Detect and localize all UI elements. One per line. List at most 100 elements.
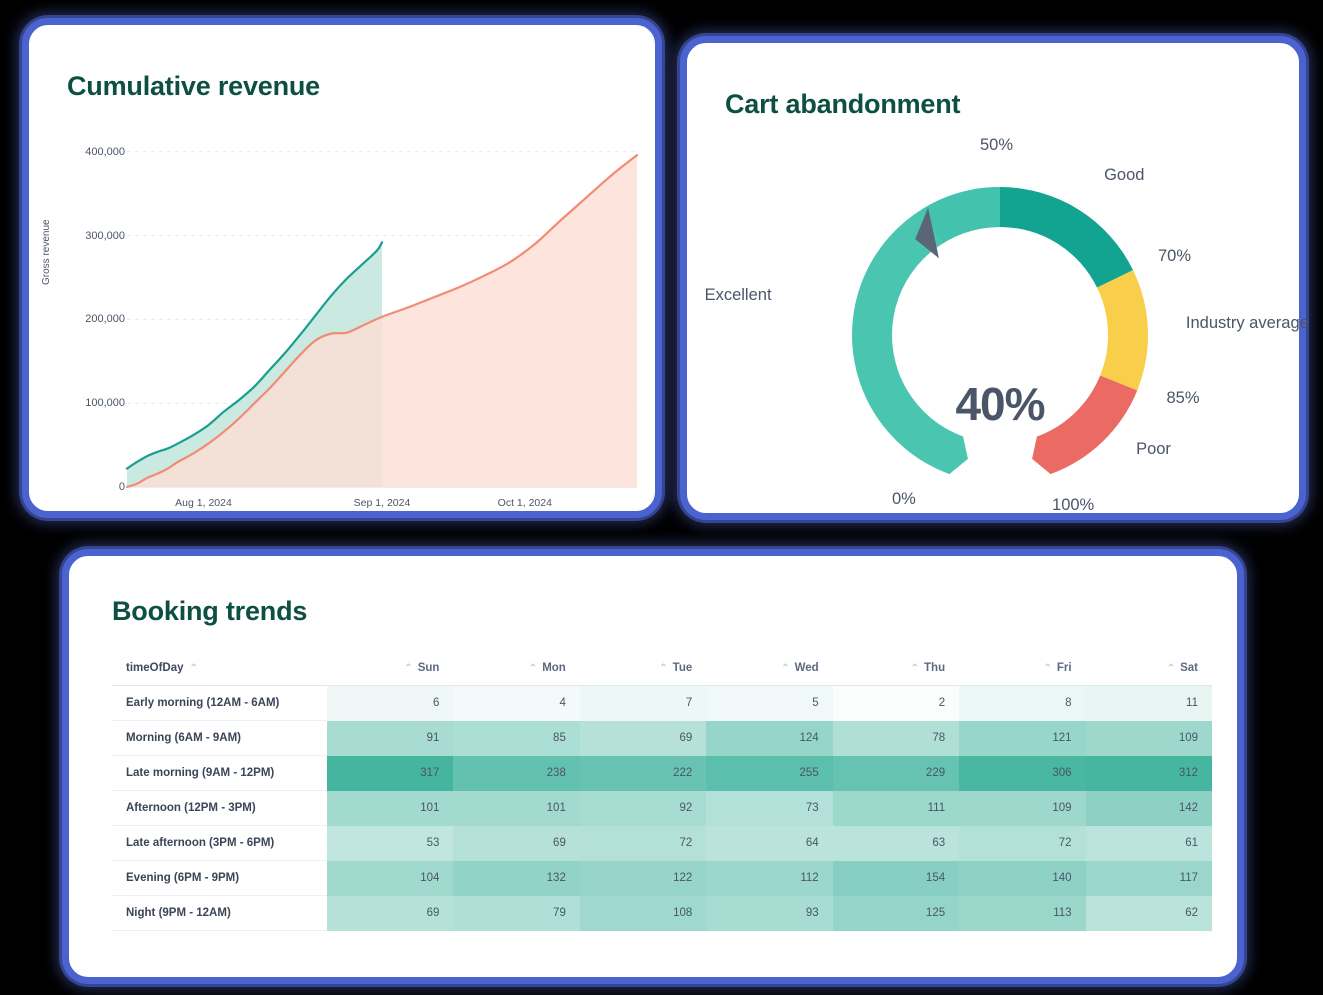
column-header-label: Fri — [1056, 662, 1072, 674]
chevron-up-icon[interactable]: ⌃ — [659, 663, 668, 674]
heatmap-cell: 125 — [832, 895, 960, 931]
heatmap-cell: 111 — [832, 790, 960, 826]
column-header-mon[interactable]: ⌃ Mon — [453, 652, 580, 686]
heatmap-cell: 124 — [706, 720, 833, 756]
table-body: Early morning (12AM - 6AM) 6 4 7 5 2 8 11 Mornin… — [112, 685, 1212, 931]
page-title-booking: Booking trends — [112, 596, 308, 626]
heatmap-cell: 72 — [959, 825, 1086, 861]
gauge-value-label: 40% — [955, 378, 1045, 430]
heatmap-cell: 101 — [327, 790, 454, 826]
row-label: Early morning (12AM - 6AM) — [112, 685, 327, 721]
heatmap-cell: 73 — [706, 790, 833, 826]
column-header-thu[interactable]: ⌃ Thu — [832, 652, 960, 686]
gauge-tick-label: 85% — [1166, 389, 1200, 408]
column-header-timeofday[interactable]: timeOfDay ⌃ — [112, 652, 327, 686]
column-header-label: Thu — [924, 662, 946, 674]
page-title-revenue: Cumulative revenue — [67, 71, 320, 101]
revenue-area-chart: Gross revenue 0 100,000 200,000 300,000 400,… — [29, 107, 655, 509]
gauge-tick-label: 100% — [1052, 496, 1095, 515]
y-tick-label: 100,000 — [85, 397, 125, 410]
heatmap-cell: 79 — [453, 895, 580, 931]
gauge-progress-overlay — [921, 187, 1000, 244]
table-row: Late morning (9AM - 12PM) 317 238 222 255 229… — [112, 755, 1212, 791]
x-tick-label: Oct 1, 2024 — [497, 497, 552, 509]
row-label: Late morning (9AM - 12PM) — [112, 755, 327, 791]
gauge-tick-label: 70% — [1158, 246, 1192, 265]
row-label: Afternoon (12PM - 3PM) — [112, 790, 327, 826]
y-tick-label: 300,000 — [85, 229, 125, 242]
series-line — [125, 241, 384, 470]
heatmap-cell: 154 — [832, 860, 960, 896]
heatmap-cell: 72 — [579, 825, 707, 861]
gauge-band-label: Poor — [1136, 440, 1171, 459]
chevron-up-icon[interactable]: ⌃ — [528, 663, 538, 674]
chevron-up-icon[interactable]: ⌃ — [189, 663, 198, 674]
gauge-band-poor — [1032, 375, 1138, 475]
column-header-sat[interactable]: ⌃ Sat — [1085, 652, 1212, 686]
booking-trends-table-wrap: timeOfDay ⌃ ⌃ Sun ⌃ Mon ⌃ Tue ⌃ Wed ⌃ Thu ⌃ Fri ⌃ Sat E… — [112, 652, 1212, 931]
heatmap-cell: 104 — [327, 860, 454, 896]
table-row: Night (9PM - 12AM) 69 79 108 93 125 113 62 — [112, 895, 1212, 931]
heatmap-cell: 312 — [1085, 755, 1212, 791]
column-header-sun[interactable]: ⌃ Sun — [327, 652, 454, 686]
column-header-label: timeOfDay — [126, 662, 184, 674]
y-tick-label: 200,000 — [85, 313, 125, 326]
chevron-up-icon[interactable]: ⌃ — [781, 663, 790, 674]
heatmap-cell: 132 — [453, 860, 580, 896]
heatmap-cell: 93 — [706, 895, 833, 931]
table-row: Early morning (12AM - 6AM) 6 4 7 5 2 8 11 — [112, 685, 1212, 721]
chevron-up-icon[interactable]: ⌃ — [1166, 663, 1176, 674]
column-header-label: Sat — [1180, 662, 1198, 674]
heatmap-cell: 142 — [1085, 790, 1212, 826]
heatmap-cell: 109 — [1085, 720, 1212, 756]
chevron-up-icon[interactable]: ⌃ — [910, 663, 920, 674]
chevron-up-icon[interactable]: ⌃ — [1043, 663, 1052, 674]
heatmap-cell: 64 — [706, 825, 833, 861]
heatmap-cell: 112 — [706, 860, 833, 896]
table-row: Evening (6PM - 9PM) 104 132 122 112 154 140 117 — [112, 860, 1212, 896]
gauge-needle-icon — [915, 207, 939, 259]
gauge-band-excellent — [852, 187, 1000, 475]
booking-trends-table: timeOfDay ⌃ ⌃ Sun ⌃ Mon ⌃ Tue ⌃ Wed ⌃ Thu ⌃ Fri ⌃ Sat E… — [112, 652, 1212, 931]
y-tick-label: 0 — [118, 481, 125, 493]
heatmap-cell: 101 — [453, 790, 580, 826]
heatmap-cell: 229 — [832, 755, 960, 791]
gauge-band-label: Industry average — [1185, 314, 1309, 333]
row-label: Night (9PM - 12AM) — [112, 895, 327, 931]
heatmap-cell: 61 — [1085, 825, 1212, 861]
column-header-tue[interactable]: ⌃ Tue — [579, 652, 707, 686]
x-tick-label: Aug 1, 2024 — [175, 497, 232, 509]
column-header-fri[interactable]: ⌃ Fri — [959, 652, 1086, 686]
table-row: Morning (6AM - 9AM) 91 85 69 124 78 121 109 — [112, 720, 1212, 756]
cumulative-revenue-card: Cumulative revenue Gross revenue 0 100,00… — [22, 18, 662, 518]
y-tick-label: 400,000 — [85, 145, 125, 158]
heatmap-cell: 238 — [453, 755, 580, 791]
heatmap-cell: 4 — [453, 685, 580, 721]
gauge-band-industry-average — [1097, 270, 1148, 391]
gauge-plot — [852, 187, 1148, 475]
row-label: Evening (6PM - 9PM) — [112, 860, 327, 896]
column-header-label: Tue — [672, 662, 693, 674]
y-axis-ticks: 0 100,000 200,000 300,000 400,000 — [39, 107, 125, 493]
series-line — [125, 154, 639, 489]
table-header-row: timeOfDay ⌃ ⌃ Sun ⌃ Mon ⌃ Tue ⌃ Wed ⌃ Thu ⌃ Fri ⌃ Sat — [112, 652, 1212, 686]
heatmap-cell: 69 — [453, 825, 580, 861]
heatmap-cell: 140 — [959, 860, 1086, 896]
chevron-up-icon[interactable]: ⌃ — [404, 663, 413, 674]
column-header-label: Wed — [794, 662, 819, 674]
gauge-band-label: Excellent — [704, 286, 772, 305]
heatmap-cell: 92 — [579, 790, 707, 826]
heatmap-cell: 8 — [959, 685, 1086, 721]
heatmap-cell: 78 — [832, 720, 960, 756]
heatmap-cell: 222 — [579, 755, 707, 791]
row-label: Morning (6AM - 9AM) — [112, 720, 327, 756]
booking-trends-card: Booking trends timeOfDay ⌃ ⌃ Sun ⌃ Mon ⌃ Tue ⌃ We… — [62, 549, 1244, 984]
gauge-band-label: Good — [1104, 165, 1145, 184]
cart-abandonment-gauge: 40% 0% 50% 70% 85% 100% Excellent Good Industry… — [687, 105, 1313, 525]
column-header-wed[interactable]: ⌃ Wed — [706, 652, 833, 686]
table-row: Late afternoon (3PM - 6PM) 53 69 72 64 63 72 61 — [112, 825, 1212, 861]
heatmap-cell: 91 — [327, 720, 454, 756]
heatmap-cell: 5 — [706, 685, 833, 721]
heatmap-cell: 121 — [959, 720, 1086, 756]
